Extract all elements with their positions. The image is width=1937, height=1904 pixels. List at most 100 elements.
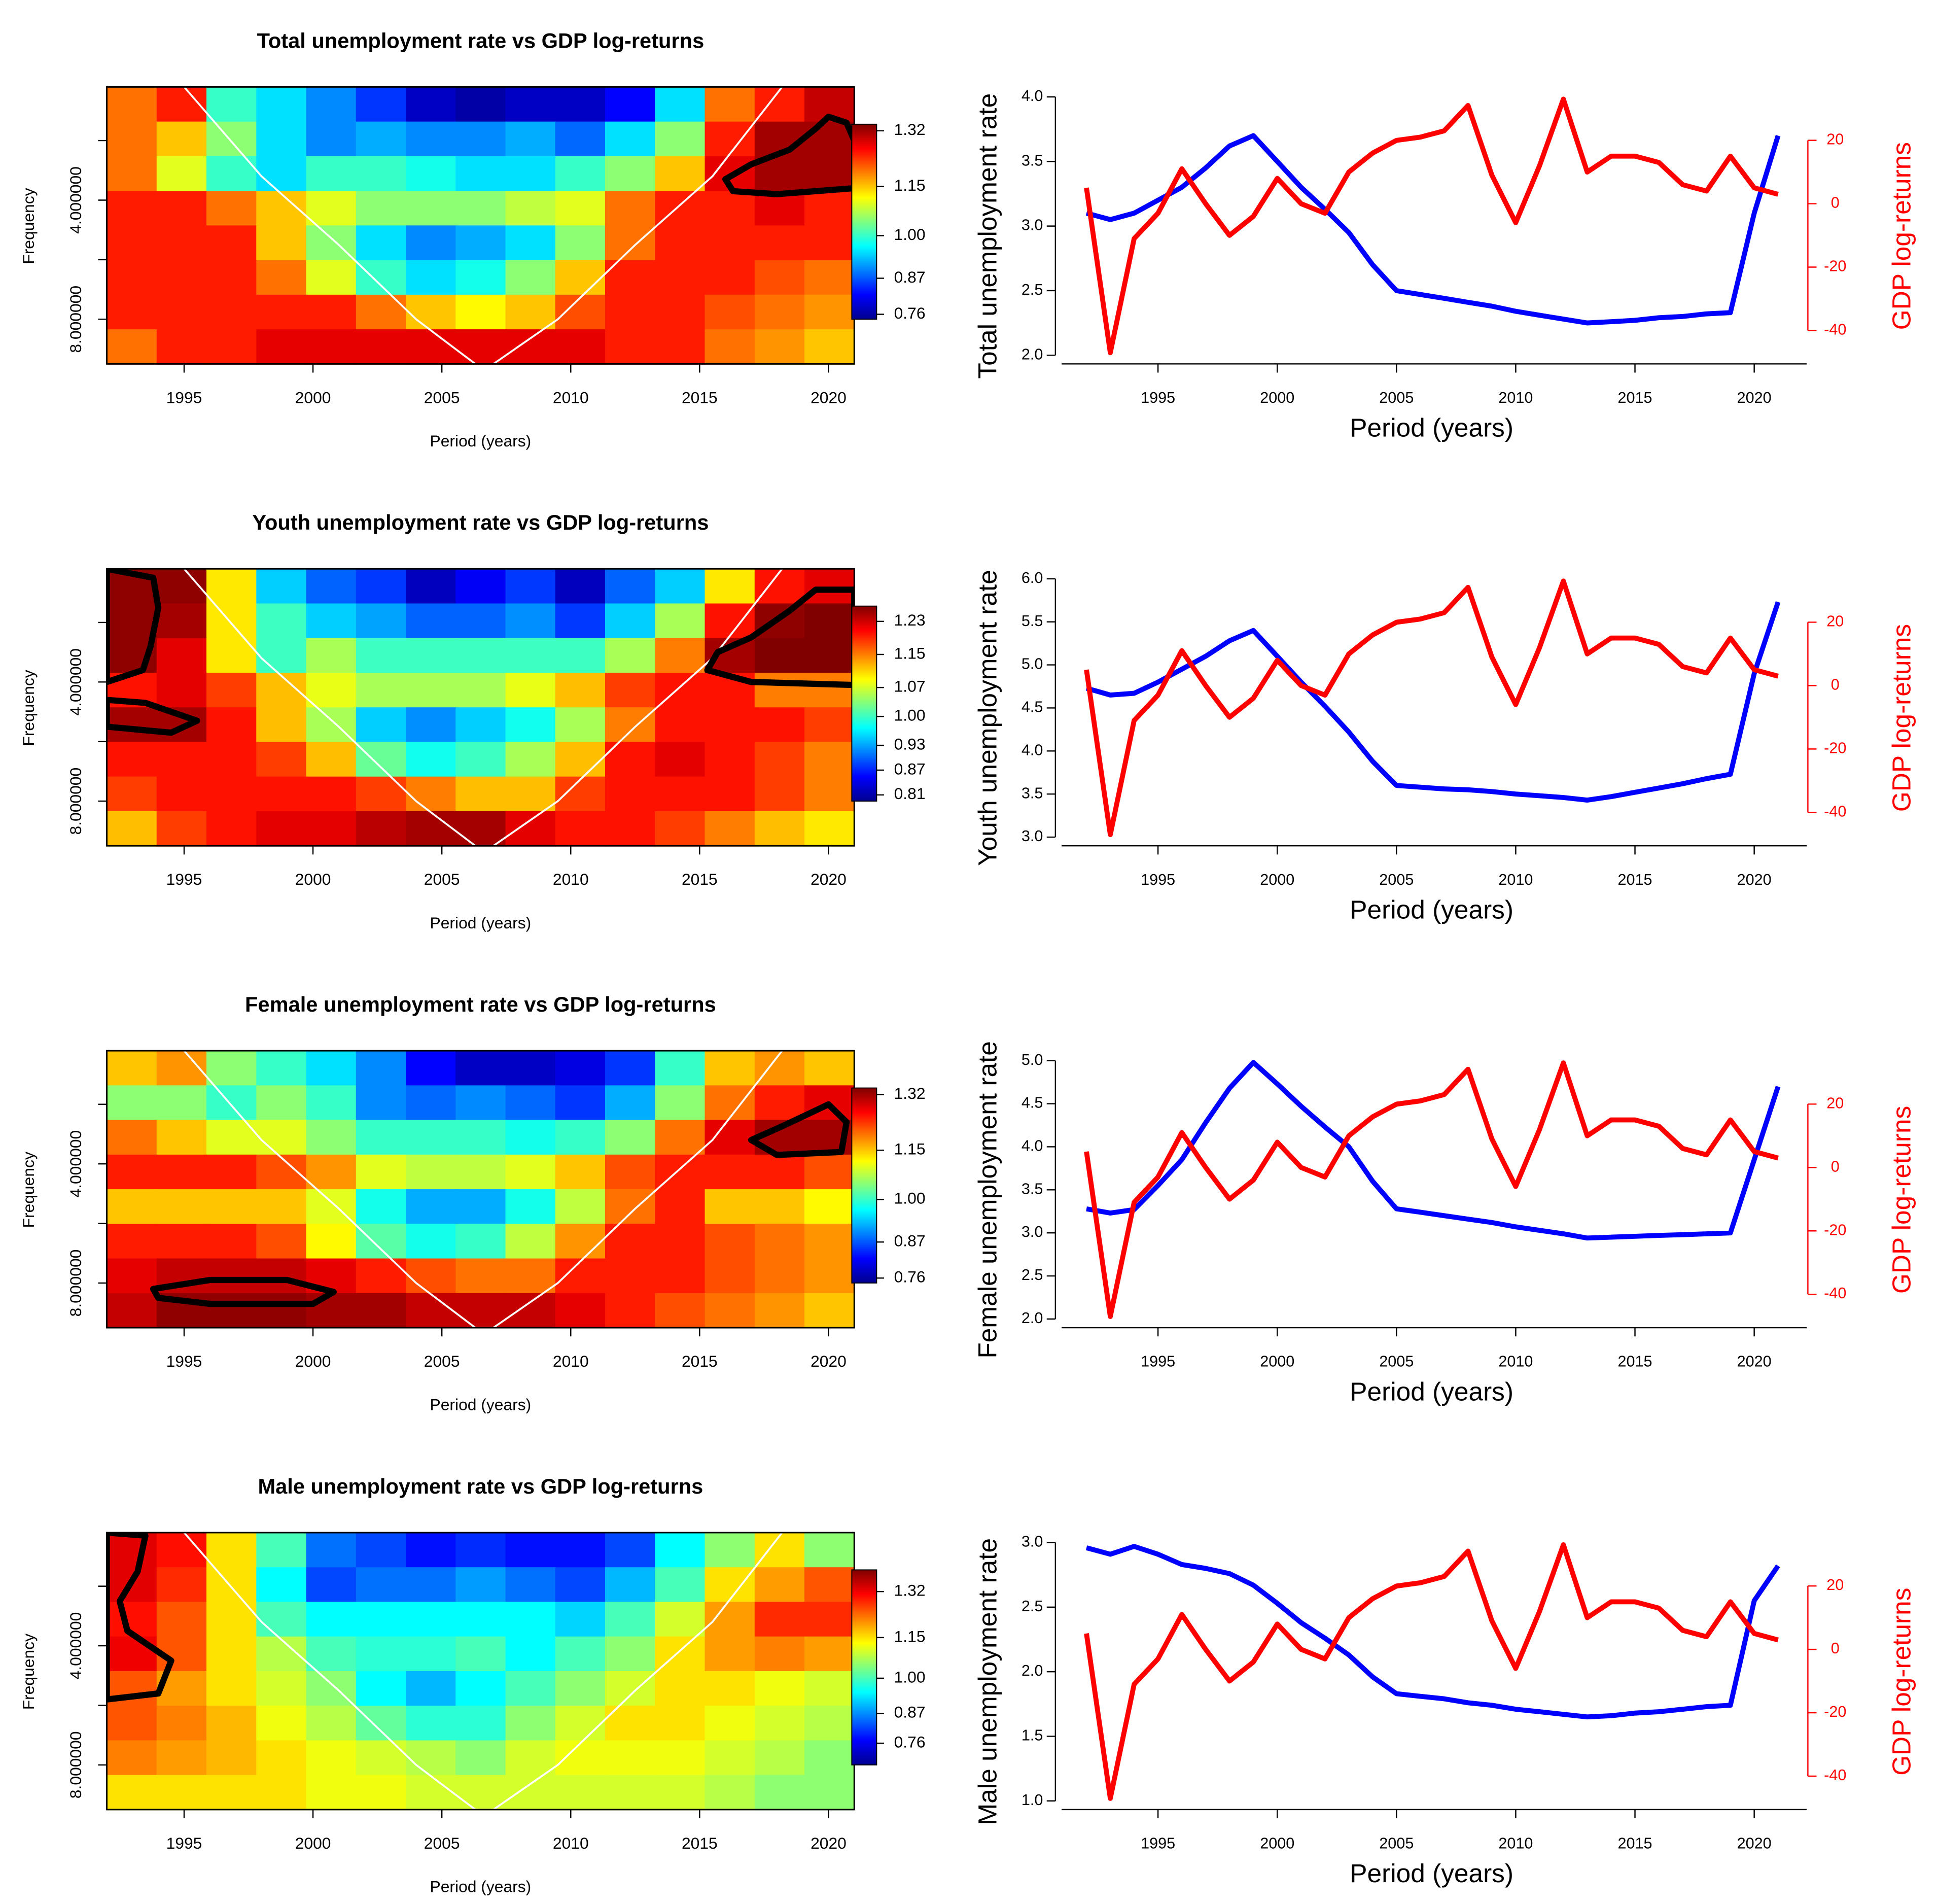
heat-cell bbox=[406, 1154, 456, 1190]
heat-cell bbox=[455, 811, 506, 847]
x-tick-label: 2020 bbox=[811, 388, 847, 406]
y2-tick-label: 0 bbox=[1831, 194, 1840, 212]
x-tick-label: 2015 bbox=[682, 1352, 718, 1370]
colorbar bbox=[851, 605, 877, 802]
heat-cell bbox=[406, 294, 456, 330]
heat-cell bbox=[655, 1085, 706, 1121]
y-tick-label: 2.5 bbox=[1022, 281, 1043, 298]
heat-cell bbox=[455, 672, 506, 708]
heat-cell bbox=[356, 191, 407, 226]
heat-cell bbox=[356, 225, 407, 261]
heat-cell bbox=[655, 707, 706, 743]
heat-cell bbox=[356, 1189, 407, 1225]
y-axis-label: Youth unemployment rate bbox=[973, 570, 1002, 866]
y2-axis-label: GDP log-returns bbox=[1886, 1106, 1916, 1294]
heat-cell bbox=[455, 1120, 506, 1156]
heat-cell bbox=[505, 1532, 556, 1568]
heat-cell bbox=[505, 1051, 556, 1086]
y2-tick-label: -40 bbox=[1824, 1767, 1846, 1784]
heat-cell bbox=[206, 776, 257, 812]
heat-cell bbox=[754, 294, 805, 330]
heat-cell bbox=[555, 87, 606, 123]
heat-cell bbox=[605, 329, 656, 365]
heat-cell bbox=[605, 1567, 656, 1603]
heat-cell bbox=[705, 1120, 756, 1156]
heat-cell bbox=[306, 329, 357, 365]
heat-cell bbox=[555, 1293, 606, 1329]
heat-cell bbox=[256, 1085, 307, 1121]
heat-cell bbox=[804, 1706, 855, 1741]
heat-cell bbox=[156, 811, 207, 847]
heat-cell bbox=[505, 672, 556, 708]
colorbar-tick-label: 0.87 bbox=[894, 759, 926, 778]
heat-cell bbox=[206, 1636, 257, 1672]
heat-cell bbox=[107, 1775, 158, 1811]
heat-cell bbox=[107, 87, 158, 123]
heat-cell bbox=[705, 1740, 756, 1776]
heat-cell bbox=[505, 1224, 556, 1260]
heat-cell bbox=[754, 569, 805, 604]
heat-cell bbox=[804, 1567, 855, 1603]
heat-cell bbox=[356, 1636, 407, 1672]
heat-cell bbox=[455, 1293, 506, 1329]
heat-cell bbox=[107, 1085, 158, 1121]
heat-cell bbox=[406, 156, 456, 192]
heat-cell bbox=[406, 1189, 456, 1225]
heat-cell bbox=[107, 811, 158, 847]
series-line bbox=[1084, 1060, 1779, 1319]
heat-cell bbox=[705, 811, 756, 847]
heat-cell bbox=[156, 638, 207, 674]
heat-cell bbox=[555, 121, 606, 157]
heat-cell bbox=[206, 1567, 257, 1603]
colorbar-tick-label: 1.00 bbox=[894, 706, 926, 724]
heat-cell bbox=[256, 1602, 307, 1638]
heat-cell bbox=[206, 1671, 257, 1707]
heat-cell bbox=[705, 1189, 756, 1225]
heat-cell bbox=[655, 638, 706, 674]
heat-cell bbox=[156, 1154, 207, 1190]
heat-cell bbox=[655, 260, 706, 296]
heat-cell bbox=[306, 1706, 357, 1741]
heat-cell bbox=[406, 638, 456, 674]
heat-cell bbox=[306, 776, 357, 812]
heat-cell bbox=[705, 1085, 756, 1121]
heat-cell bbox=[406, 1532, 456, 1568]
heat-cell bbox=[655, 121, 706, 157]
heat-cell bbox=[206, 1740, 257, 1776]
heat-cell bbox=[505, 121, 556, 157]
heat-cell bbox=[605, 1671, 656, 1707]
heat-cell bbox=[705, 225, 756, 261]
heat-cell bbox=[107, 156, 158, 192]
heat-cell bbox=[754, 1189, 805, 1225]
heat-cell bbox=[156, 1706, 207, 1741]
heat-cell bbox=[306, 1567, 357, 1603]
heat-cell bbox=[605, 672, 656, 708]
heat-cell bbox=[655, 811, 706, 847]
heat-cell bbox=[804, 776, 855, 812]
colorbar-tick-label: 1.32 bbox=[894, 1084, 926, 1102]
heat-cell bbox=[754, 1224, 805, 1260]
heat-cell bbox=[156, 260, 207, 296]
heat-cell bbox=[505, 294, 556, 330]
heat-cell bbox=[356, 569, 407, 604]
heat-cell bbox=[455, 638, 506, 674]
heat-cell bbox=[156, 1567, 207, 1603]
heat-cell bbox=[306, 294, 357, 330]
heat-cell bbox=[455, 260, 506, 296]
heat-cell bbox=[206, 1258, 257, 1294]
heat-cell bbox=[206, 1189, 257, 1225]
heat-cell bbox=[705, 603, 756, 639]
heat-cell bbox=[156, 742, 207, 778]
heat-cell bbox=[605, 1293, 656, 1329]
heat-cell bbox=[356, 1671, 407, 1707]
heat-cell bbox=[555, 1706, 606, 1741]
heat-cell bbox=[156, 1120, 207, 1156]
y2-tick-label: -40 bbox=[1824, 1285, 1846, 1302]
heat-cell bbox=[156, 329, 207, 365]
heat-cell bbox=[555, 1602, 606, 1638]
heat-cell bbox=[655, 1258, 706, 1294]
heat-cell bbox=[804, 1602, 855, 1638]
colorbar bbox=[851, 1087, 877, 1284]
y-tick-label: 3.5 bbox=[1022, 784, 1043, 802]
heat-cell bbox=[804, 1051, 855, 1086]
